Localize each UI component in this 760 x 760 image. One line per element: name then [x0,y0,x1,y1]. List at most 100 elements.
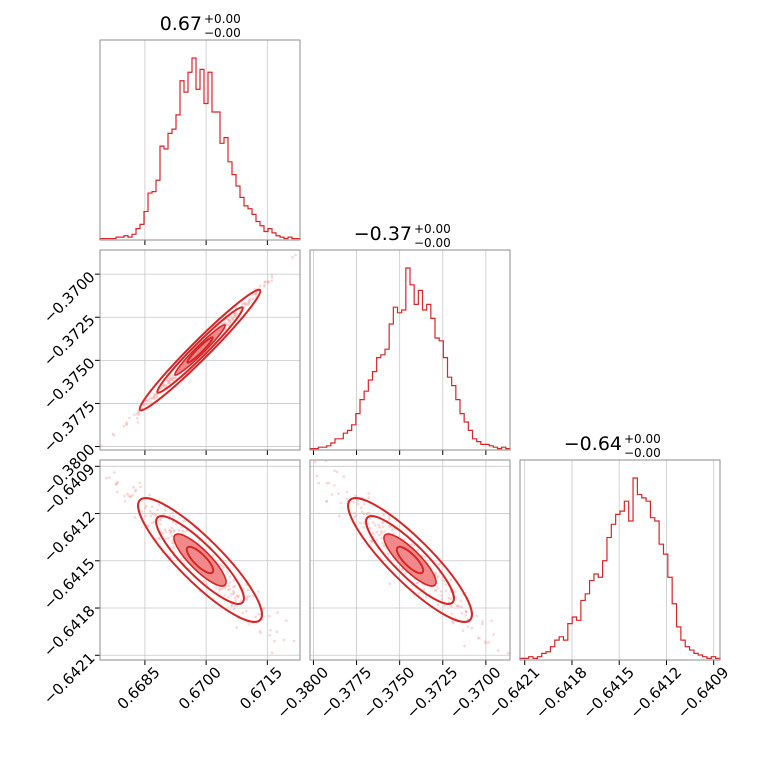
scatter-point [228,318,231,322]
scatter-point [254,292,258,296]
scatter-point [339,501,343,505]
scatter-point [233,312,237,316]
scatter-point [168,528,171,532]
scatter-point [388,515,391,519]
scatter-point [137,413,141,416]
scatter-point [155,395,159,399]
contour-level-2 [156,306,244,394]
scatter-point [455,604,459,608]
scatter-point [123,494,126,498]
x-tick-label: −0.6409 [674,663,733,722]
scatter-point [147,400,150,403]
scatter-point [150,396,153,400]
scatter-panel-param-1-vs-3 [95,459,301,665]
scatter-point [506,651,510,655]
scatter-point [440,597,444,601]
scatter-point [159,518,162,522]
scatter-point [137,410,141,414]
scatter-point [228,587,232,591]
scatter-point [268,614,271,618]
scatter-point [169,529,173,533]
scatter-point [145,403,149,406]
scatter-point [232,579,236,582]
scatter-point [112,433,116,437]
scatter-point [400,569,404,572]
scatter-point [171,541,174,545]
scatter-point [233,584,237,588]
scatter-point [111,432,115,436]
scatter-point [434,572,437,575]
scatter-point [267,281,270,284]
scatter-point [443,604,446,607]
scatter-point [135,412,139,416]
scatter-point [324,460,328,463]
scatter-point [247,301,251,305]
scatter-point [353,511,356,515]
scatter-point [403,538,406,542]
scatter-point [362,502,366,506]
scatter-point [171,376,175,380]
scatter-point [227,318,231,322]
scatter-point [145,398,148,402]
scatter-point [416,581,419,585]
scatter-point [152,393,156,396]
scatter-point [229,320,232,323]
scatter-point [223,587,226,590]
scatter-point [451,620,454,623]
scatter-point [154,514,158,517]
scatter-point [226,317,230,321]
scatter-point [136,417,139,420]
scatter-point [263,283,267,287]
scatter-point [171,378,175,382]
scatter-point [412,544,415,547]
scatter-point [136,421,140,424]
scatter-point [454,590,457,593]
scatter-point [282,638,286,642]
scatter-point [461,629,465,632]
scatter-point [369,517,372,520]
scatter-point [263,280,267,284]
scatter-point [105,476,108,480]
scatter-point [444,582,447,586]
scatter-point [243,302,247,306]
axes-frame [309,249,511,451]
contour-level-2 [365,515,455,605]
scatter-point [158,537,161,541]
scatter-point [390,528,394,532]
scatter-point [345,497,349,501]
scatter-point [127,494,131,497]
scatter-point [218,589,221,592]
scatter-point [171,376,175,380]
scatter-point [424,555,427,558]
scatter-point [125,421,128,424]
scatter-point [464,614,468,617]
scatter-point [241,611,245,615]
scatter-point [148,493,151,497]
scatter-point [460,605,463,609]
scatter-point [490,619,493,623]
param-title-minus: −0.00 [624,446,661,460]
scatter-point [336,492,340,495]
scatter-point [333,484,336,487]
scatter-point [465,610,468,614]
scatter-point [245,598,249,601]
scatter-point [330,493,334,496]
scatter-point [342,475,346,478]
scatter-point [352,500,355,504]
scatter-point [116,490,119,494]
scatter-point [388,525,391,528]
scatter-point [231,318,235,322]
scatter-point [218,563,222,566]
scatter-point [229,315,233,319]
scatter-point [481,620,484,623]
scatter-point [245,302,248,306]
scatter-point [151,512,154,515]
axes-frame [99,39,301,241]
scatter-point [128,416,131,420]
scatter-point [112,471,116,474]
scatter-point [359,506,363,510]
scatter-point [470,626,474,630]
scatter-point [273,639,276,643]
scatter-point [160,386,163,390]
scatter-point [236,595,240,599]
